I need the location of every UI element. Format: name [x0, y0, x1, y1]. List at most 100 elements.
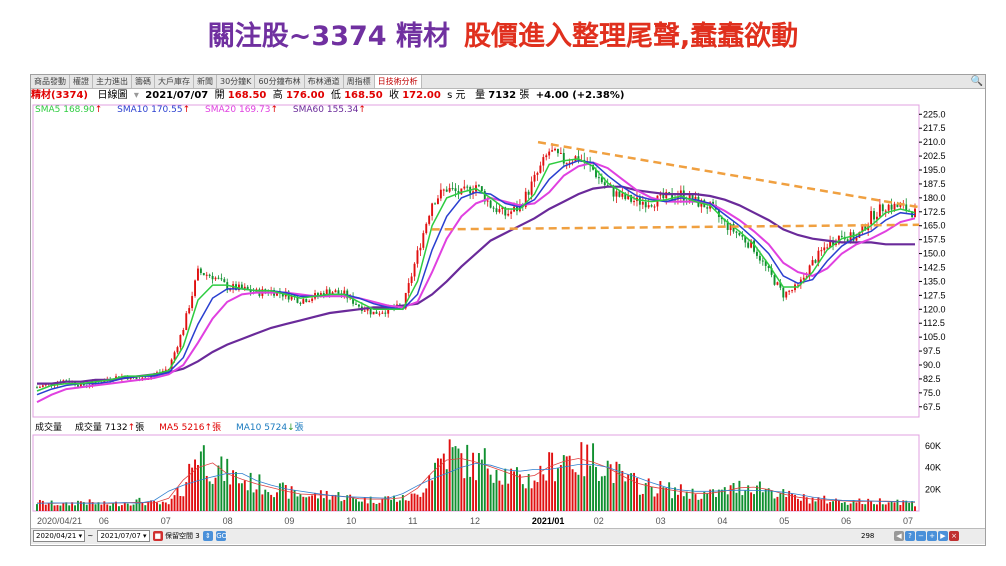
volume-bar [71, 502, 74, 511]
end-date-value: 2021/07/07 [100, 532, 141, 540]
volume-bar [624, 481, 627, 511]
volume-bar [240, 483, 243, 511]
volume-bar [273, 497, 276, 511]
candle-body [741, 235, 744, 237]
period-label[interactable]: 日線圖 [97, 90, 128, 101]
tab-item[interactable]: 主力進出 [93, 75, 132, 88]
candle-body [621, 193, 624, 197]
candle-body [38, 386, 41, 388]
start-date-select[interactable]: 2020/04/21 ▾ [33, 530, 86, 542]
candle-body [343, 290, 346, 295]
volume-bar [630, 473, 633, 511]
volume-bar [653, 496, 656, 511]
volume-bar [41, 500, 44, 511]
volume-ma10-line [36, 462, 916, 504]
candle-body [565, 162, 568, 164]
go-button[interactable]: GO [216, 531, 228, 541]
candle-body [439, 189, 442, 199]
tab-item[interactable]: 權證 [70, 75, 93, 88]
tab-item[interactable]: 30分鐘K [217, 75, 256, 88]
volume-bar [638, 494, 641, 511]
tab-daily-technical[interactable]: 日技術分析 [374, 75, 422, 88]
candle-body [875, 216, 878, 220]
candle-body [331, 292, 334, 295]
volume-bar [703, 491, 706, 511]
volume-bar [270, 494, 273, 511]
volume-bar [671, 498, 674, 511]
legend-sma60-text: SMA60 155.34 [292, 105, 359, 115]
volume-bar [255, 489, 258, 511]
volume-bar [867, 498, 870, 511]
tab-item[interactable]: 周指標 [344, 75, 375, 88]
volume-bar [805, 497, 808, 511]
zoom-in-icon[interactable]: + [927, 531, 937, 541]
x-tick-label: 06 [841, 516, 851, 526]
volume-bar [38, 499, 41, 511]
price-tick-label: 165.0 [923, 221, 946, 231]
candle-body [220, 278, 223, 280]
keep-space-number[interactable]: 3 [195, 532, 200, 540]
candle-body [454, 188, 457, 192]
volume-bar [668, 482, 671, 511]
low-label: 低 [330, 90, 341, 101]
candle-body [858, 232, 861, 238]
volume-bar [697, 499, 700, 511]
close-icon[interactable]: × [949, 531, 959, 541]
volume-bar [460, 453, 463, 511]
tab-item[interactable]: 大戶庫存 [155, 75, 194, 88]
volume-bar [308, 496, 311, 511]
candle-body [682, 190, 685, 201]
volume-bar [723, 487, 726, 511]
chart-canvas[interactable]: 225.0 217.5 210.0 202.5 195.0 187.5 180.0 172.5… [31, 75, 985, 527]
volume-bar [463, 478, 466, 511]
candle-body [317, 293, 319, 296]
price-unit: s 元 [447, 90, 466, 101]
legend-sma5-text: SMA5 168.90 [35, 105, 95, 115]
candle-body [785, 291, 788, 298]
candle-body [624, 193, 627, 200]
candle-body [404, 292, 407, 309]
volume-bar [65, 502, 68, 511]
price-tick-label: 112.5 [923, 318, 945, 328]
tab-item[interactable]: 商品發動 [31, 75, 70, 88]
volume-bar [861, 504, 864, 511]
candle-body [770, 268, 773, 275]
tab-item[interactable]: 籌碼 [132, 75, 155, 88]
candle-body [328, 289, 331, 295]
volume-bar [726, 494, 729, 511]
calendar-icon[interactable]: ■ [152, 531, 163, 541]
scroll-right-icon[interactable]: ▶ [938, 531, 948, 541]
candle-body [559, 152, 562, 154]
tab-item[interactable]: 60分鐘布林 [255, 75, 305, 88]
volume-ma10: MA10 5724↓張 [235, 423, 304, 433]
volume-bar [600, 476, 603, 511]
tab-item[interactable]: 布林通道 [305, 75, 344, 88]
volume-bar [899, 504, 902, 511]
period-dropdown-icon[interactable]: ▾ [133, 90, 139, 101]
chart-window: 商品發動 權證 主力進出 籌碼 大戶庫存 新聞 30分鐘K 60分鐘布林 布林通道 周指標 日技術分… [30, 74, 986, 546]
volume-bar [577, 474, 580, 511]
end-date-select[interactable]: 2021/07/07 ▾ [97, 530, 150, 542]
zoom-out-icon[interactable]: − [916, 531, 926, 541]
volume-bar [416, 494, 419, 511]
candle-body [905, 204, 908, 211]
volume-bar [855, 502, 858, 511]
stepper-icon[interactable]: ⇕ [202, 531, 213, 541]
volume-bar [425, 488, 428, 511]
candle-body [896, 203, 899, 207]
volume-bar [302, 496, 305, 511]
tab-item[interactable]: 新聞 [194, 75, 217, 88]
volume-legend-value: 成交量 7132↑張 [74, 423, 145, 433]
open-label: 開 [214, 90, 225, 101]
candle-body [226, 282, 229, 291]
scroll-left-icon[interactable]: ◀ [894, 531, 904, 541]
volume-bar [243, 480, 246, 511]
help-icon[interactable]: ? [905, 531, 915, 541]
candle-body [197, 268, 199, 281]
volume-bar [589, 465, 592, 511]
legend-sma5: SMA5 168.90↑ [35, 105, 103, 115]
magnifier-icon[interactable]: 🔍 [970, 76, 983, 87]
candle-body [545, 155, 548, 158]
candle-body [199, 268, 202, 274]
volume-bar [715, 497, 717, 511]
